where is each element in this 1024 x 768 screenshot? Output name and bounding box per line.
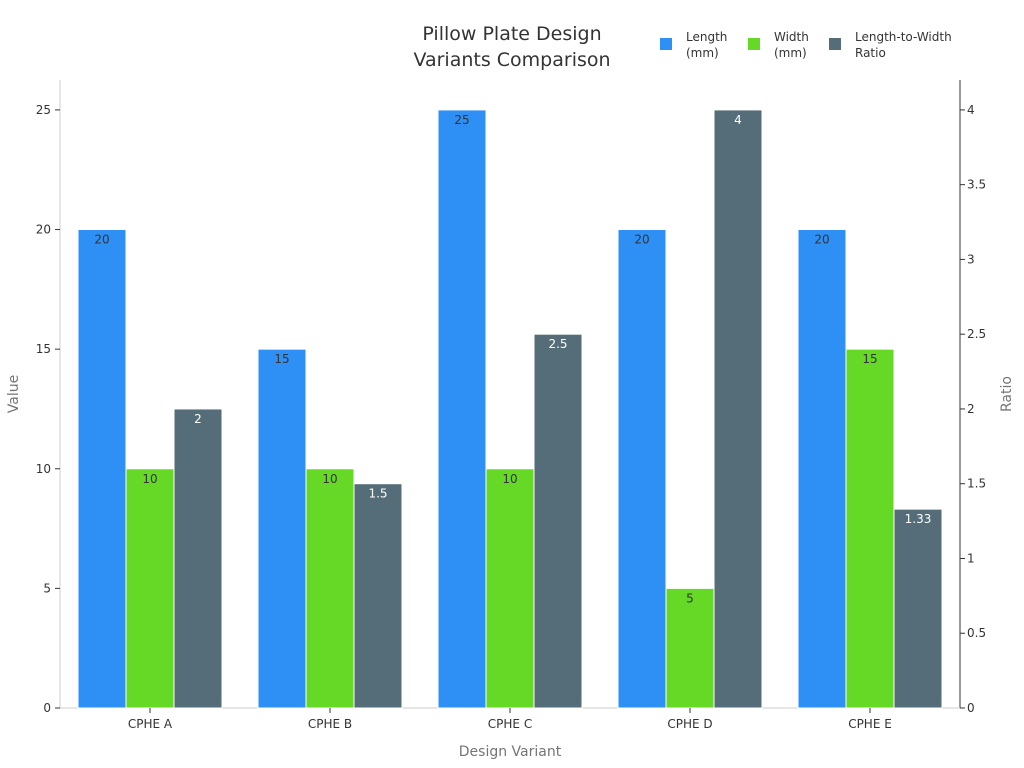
y2-tick-label: 0 [967, 701, 975, 715]
bar-data-label: 10 [322, 472, 337, 486]
chart-title-line-2: Variants Comparison [413, 49, 610, 71]
y-tick-label: 25 [36, 103, 51, 117]
bar [125, 468, 175, 709]
x-axis-ticks: CPHE A CPHE B CPHE C CPHE D CPHE E [128, 708, 892, 731]
y-axis-right-ticks: 0 0.5 1 1.5 2 2.5 3 3.5 4 [960, 103, 986, 715]
bar-data-label: 10 [502, 472, 517, 486]
legend-swatch [660, 38, 672, 50]
bar [305, 468, 355, 709]
legend-label: Length [686, 30, 727, 44]
y-tick-label: 20 [36, 223, 51, 237]
bar-data-label: 25 [454, 113, 469, 127]
legend-swatch [829, 38, 841, 50]
y-axis-label: Value [6, 375, 22, 413]
legend-label: (mm) [686, 46, 719, 60]
bar [437, 109, 487, 709]
bar-data-label: 4 [734, 113, 742, 127]
bar [617, 229, 667, 709]
x-tick-label: CPHE B [308, 717, 352, 731]
bar [353, 483, 403, 709]
bar-data-label: 20 [94, 233, 109, 247]
bar-data-label: 1.5 [368, 487, 387, 501]
y2-tick-label: 3 [967, 252, 975, 266]
y2-tick-label: 2 [967, 402, 975, 416]
bar-data-label: 15 [274, 352, 289, 366]
bar [257, 348, 307, 709]
bar [665, 587, 715, 709]
y2-axis-label: Ratio [999, 376, 1015, 412]
y2-tick-label: 0.5 [967, 626, 986, 640]
bar [797, 229, 847, 709]
y2-tick-label: 2.5 [967, 327, 986, 341]
y2-tick-label: 1.5 [967, 477, 986, 491]
y-tick-label: 5 [43, 581, 51, 595]
y-tick-label: 0 [43, 701, 51, 715]
bar [845, 348, 895, 709]
bar [77, 229, 127, 709]
y2-tick-label: 4 [967, 103, 975, 117]
x-tick-label: CPHE C [488, 717, 532, 731]
legend-swatch [748, 38, 760, 50]
legend-label: (mm) [774, 46, 807, 60]
bar [533, 333, 583, 709]
y-tick-label: 15 [36, 342, 51, 356]
bar-data-label: 15 [862, 352, 877, 366]
y2-tick-label: 3.5 [967, 178, 986, 192]
bar [173, 408, 223, 709]
x-tick-label: CPHE D [667, 717, 712, 731]
bar [485, 468, 535, 709]
bar-data-label: 2.5 [548, 337, 567, 351]
y2-tick-label: 1 [967, 551, 975, 565]
legend: Length (mm) Width (mm) Length-to-Width Ratio [660, 30, 952, 60]
bar-data-label: 20 [634, 233, 649, 247]
chart-title-line-1: Pillow Plate Design [422, 23, 601, 45]
x-tick-label: CPHE A [128, 717, 173, 731]
bar [713, 109, 763, 709]
bar-data-label: 2 [194, 412, 202, 426]
legend-label: Width [774, 30, 809, 44]
bar-data-label: 20 [814, 233, 829, 247]
legend-label: Ratio [855, 46, 886, 60]
legend-label: Length-to-Width [855, 30, 952, 44]
bar-data-label: 10 [142, 472, 157, 486]
bar-data-label: 5 [686, 591, 694, 605]
y-tick-label: 10 [36, 462, 51, 476]
bar-data-label: 1.33 [905, 512, 932, 526]
bar [893, 508, 943, 709]
bars: 20 10 2 15 10 1.5 25 10 2.5 20 5 4 20 15 1.33 [77, 109, 943, 709]
x-tick-label: CPHE E [848, 717, 892, 731]
x-axis-label: Design Variant [459, 744, 562, 760]
y-axis-left-ticks: 0 5 10 15 20 25 [36, 103, 60, 715]
